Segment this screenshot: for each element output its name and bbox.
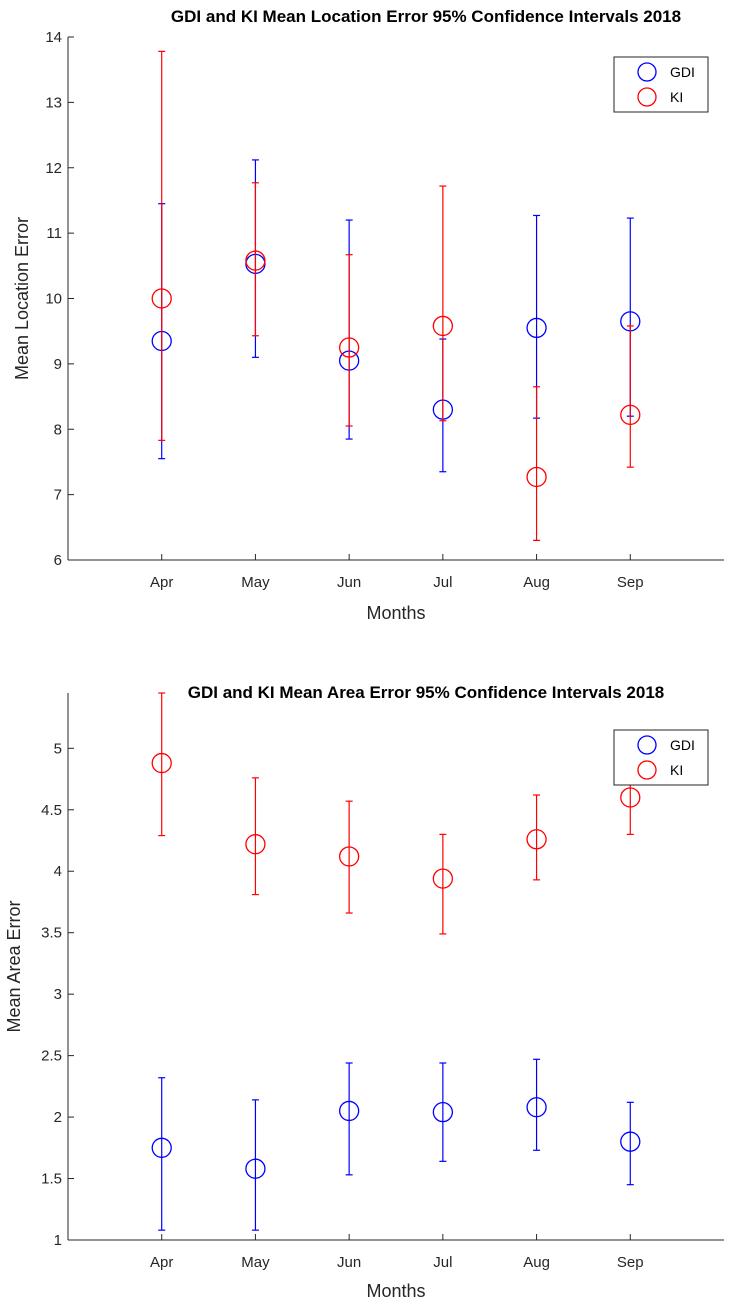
y-tick-label: 8 bbox=[54, 421, 62, 438]
x-tick-label: Sep bbox=[617, 1254, 644, 1271]
x-tick-label: May bbox=[241, 1254, 270, 1271]
x-tick-label: Aug bbox=[523, 574, 550, 591]
legend-marker bbox=[637, 87, 657, 107]
chart-title: GDI and KI Mean Area Error 95% Confidenc… bbox=[188, 683, 664, 702]
legend-marker bbox=[637, 62, 657, 82]
y-axis-label: Mean Location Error bbox=[12, 217, 32, 380]
y-tick-label: 4.5 bbox=[41, 802, 62, 819]
y-tick-label: 3 bbox=[54, 986, 62, 1003]
series-gdi bbox=[151, 159, 641, 473]
y-tick-label: 2.5 bbox=[41, 1048, 62, 1065]
series-ki bbox=[151, 692, 641, 935]
legend-label: KI bbox=[670, 762, 683, 778]
data-point bbox=[151, 752, 172, 774]
y-tick-label: 13 bbox=[45, 94, 62, 111]
data-point bbox=[620, 404, 641, 426]
data-point bbox=[432, 1102, 454, 1123]
series-gdi bbox=[151, 1058, 641, 1231]
legend-marker bbox=[637, 735, 657, 755]
legend-box bbox=[613, 729, 709, 786]
y-tick-label: 11 bbox=[46, 225, 62, 242]
chart-title: GDI and KI Mean Location Error 95% Confi… bbox=[171, 7, 681, 26]
x-tick-label: Jun bbox=[337, 1254, 361, 1271]
location-error-chart: GDI and KI Mean Location Error 95% Confi… bbox=[12, 7, 724, 623]
legend-label: GDI bbox=[670, 737, 695, 753]
legend-label: KI bbox=[670, 89, 683, 105]
y-tick-label: 1 bbox=[54, 1232, 62, 1249]
data-point bbox=[245, 1158, 266, 1179]
data-point bbox=[620, 787, 641, 808]
legend-label: GDI bbox=[670, 64, 695, 80]
legend: GDI KI bbox=[613, 729, 709, 786]
data-point bbox=[432, 315, 454, 337]
y-tick-label: 4 bbox=[54, 863, 62, 880]
y-tick-label: 5 bbox=[54, 740, 62, 757]
x-tick-label: Apr bbox=[150, 1254, 173, 1271]
data-point bbox=[151, 288, 172, 309]
x-tick-label: Jul bbox=[433, 574, 452, 591]
series-ki bbox=[151, 50, 641, 541]
legend-marker bbox=[637, 760, 657, 780]
data-point bbox=[338, 846, 360, 867]
legend: GDI KI bbox=[613, 56, 709, 113]
data-point bbox=[526, 466, 547, 488]
data-point bbox=[245, 250, 266, 271]
x-tick-label: Jun bbox=[337, 574, 361, 591]
x-tick-label: Apr bbox=[150, 574, 173, 591]
y-tick-label: 12 bbox=[45, 160, 62, 177]
y-tick-label: 7 bbox=[54, 487, 62, 504]
y-tick-label: 2 bbox=[54, 1109, 62, 1126]
data-point bbox=[526, 829, 547, 850]
y-tick-label: 6 bbox=[54, 552, 62, 569]
y-tick-label: 9 bbox=[54, 356, 62, 373]
legend-box bbox=[613, 56, 709, 113]
x-axis-label: Months bbox=[366, 603, 425, 623]
y-tick-label: 14 bbox=[45, 29, 62, 46]
y-tick-label: 1.5 bbox=[41, 1171, 62, 1188]
x-tick-label: Aug bbox=[523, 1254, 550, 1271]
x-tick-label: May bbox=[241, 574, 270, 591]
data-point bbox=[151, 1137, 172, 1158]
data-point bbox=[338, 1100, 360, 1122]
y-tick-label: 3.5 bbox=[41, 925, 62, 942]
y-tick-label: 10 bbox=[45, 291, 62, 308]
area-error-chart: GDI and KI Mean Area Error 95% Confidenc… bbox=[4, 683, 724, 1301]
data-point bbox=[620, 1131, 641, 1152]
x-axis-label: Months bbox=[366, 1281, 425, 1301]
data-point bbox=[245, 834, 266, 855]
x-tick-label: Sep bbox=[617, 574, 644, 591]
data-point bbox=[526, 1097, 547, 1118]
data-point bbox=[338, 337, 360, 358]
data-point bbox=[432, 868, 454, 889]
y-axis-label: Mean Area Error bbox=[4, 900, 24, 1032]
x-tick-label: Jul bbox=[433, 1254, 452, 1271]
data-point bbox=[526, 317, 547, 339]
